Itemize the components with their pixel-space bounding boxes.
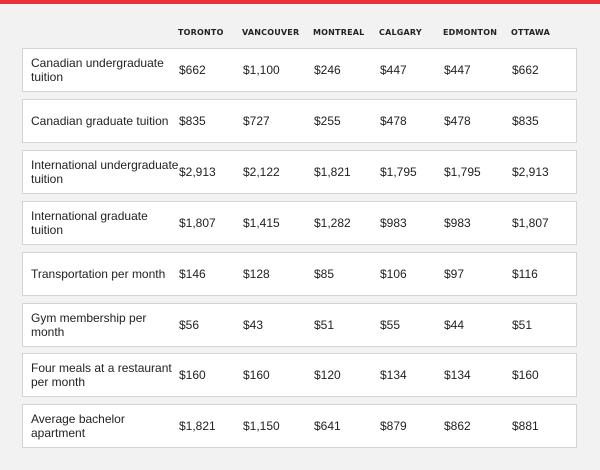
table-cell: $1,795 (380, 165, 417, 179)
row-label: Average bachelor apartment (31, 412, 125, 440)
row-label: International graduate tuition (31, 209, 148, 237)
table-cell: $51 (314, 318, 335, 332)
top-accent-bar (0, 0, 600, 4)
table-cell: $2,122 (243, 165, 280, 179)
table-cell: $160 (243, 368, 270, 382)
table-cell: $447 (444, 63, 471, 77)
table-cell: $662 (179, 63, 206, 77)
table-cell: $727 (243, 114, 270, 128)
table-cell: $160 (512, 368, 539, 382)
table-cell: $862 (444, 419, 471, 433)
column-headers: TORONTO VANCOUVER MONTREAL CALGARY EDMON… (0, 28, 600, 42)
table-row: Canadian undergraduate tuition $662 $1,1… (22, 48, 577, 92)
table-row: Canadian graduate tuition $835 $727 $255… (22, 99, 577, 143)
table-row: International graduate tuition $1,807 $1… (22, 201, 577, 245)
table-cell: $43 (243, 318, 264, 332)
table-cell: $1,150 (243, 419, 280, 433)
table-cell: $1,821 (179, 419, 216, 433)
column-header-edmonton: EDMONTON (443, 28, 498, 37)
table-cell: $97 (444, 267, 465, 281)
table-row: Average bachelor apartment $1,821 $1,150… (22, 404, 577, 448)
table-row: Gym membership per month $56 $43 $51 $55… (22, 303, 577, 347)
table-cell: $1,807 (179, 216, 216, 230)
table-cell: $2,913 (179, 165, 216, 179)
table-cell: $55 (380, 318, 401, 332)
column-header-ottawa: OTTAWA (511, 28, 550, 37)
table-cell: $879 (380, 419, 407, 433)
column-header-vancouver: VANCOUVER (242, 28, 300, 37)
table-cell: $116 (512, 267, 538, 281)
row-label: Gym membership per month (31, 311, 147, 339)
table-cell: $146 (179, 267, 206, 281)
column-header-toronto: TORONTO (178, 28, 224, 37)
table-cell: $881 (512, 419, 539, 433)
table-row: Transportation per month $146 $128 $85 $… (22, 252, 577, 296)
table-cell: $478 (444, 114, 471, 128)
table-cell: $641 (314, 419, 341, 433)
table-cell: $134 (380, 368, 407, 382)
table-cell: $835 (179, 114, 206, 128)
table-cell: $160 (179, 368, 206, 382)
row-label: Canadian undergraduate tuition (31, 56, 164, 84)
table-cell: $56 (179, 318, 200, 332)
table-cell: $662 (512, 63, 539, 77)
row-label: Transportation per month (31, 267, 166, 281)
table-cell: $44 (444, 318, 465, 332)
table-cell: $1,795 (444, 165, 481, 179)
table-cell: $246 (314, 63, 341, 77)
table-cell: $447 (380, 63, 407, 77)
table-cell: $120 (314, 368, 341, 382)
table-cell: $835 (512, 114, 539, 128)
table-cell: $134 (444, 368, 471, 382)
table-row: Four meals at a restaurant per month $16… (22, 353, 577, 397)
table-cell: $85 (314, 267, 335, 281)
table-cell: $1,807 (512, 216, 549, 230)
table-cell: $255 (314, 114, 341, 128)
table-cell: $2,913 (512, 165, 549, 179)
table-cell: $106 (380, 267, 407, 281)
table-row: International undergraduate tuition $2,9… (22, 150, 577, 194)
table-cell: $1,415 (243, 216, 280, 230)
table-cell: $1,821 (314, 165, 351, 179)
column-header-calgary: CALGARY (379, 28, 422, 37)
table-cell: $1,100 (243, 63, 280, 77)
table-cell: $1,282 (314, 216, 351, 230)
row-label: Four meals at a restaurant per month (31, 361, 172, 389)
row-label: Canadian graduate tuition (31, 114, 169, 128)
table-cell: $983 (380, 216, 407, 230)
table-cell: $128 (243, 267, 270, 281)
table-cell: $983 (444, 216, 471, 230)
table-cell: $478 (380, 114, 407, 128)
table-cell: $51 (512, 318, 533, 332)
column-header-montreal: MONTREAL (313, 28, 365, 37)
row-label: International undergraduate tuition (31, 158, 179, 186)
